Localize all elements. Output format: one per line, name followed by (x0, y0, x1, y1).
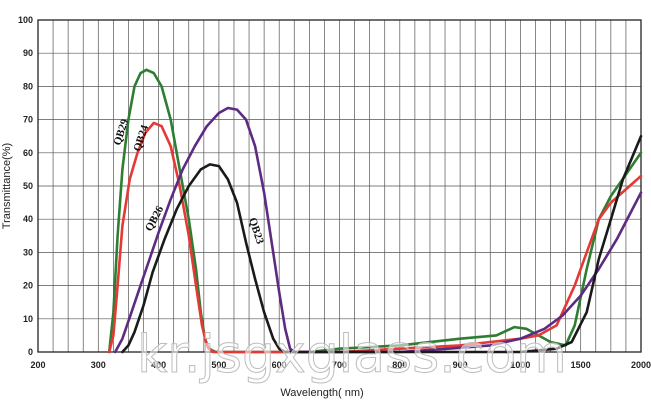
x-tick-label: 1000 (510, 360, 530, 370)
series-layer (107, 68, 643, 354)
x-tick-label: 500 (211, 360, 226, 370)
y-tick-label: 60 (23, 148, 33, 158)
x-tick-label: 1500 (571, 360, 591, 370)
y-tick-label: 10 (23, 314, 33, 324)
x-tick-label: 800 (392, 360, 407, 370)
x-tick-label: 900 (453, 360, 468, 370)
x-tick-label: 600 (272, 360, 287, 370)
y-tick-label: 40 (23, 214, 33, 224)
y-axis-title: Transmittance(%) (1, 143, 13, 229)
x-tick-label: 2000 (631, 360, 651, 370)
grid (37, 19, 642, 353)
y-tick-label: 0 (28, 347, 33, 357)
y-tick-label: 80 (23, 81, 33, 91)
x-tick-label: 200 (30, 360, 45, 370)
watermark: kr.jsgxglass.com (137, 325, 567, 385)
series-line-qb24 (107, 121, 643, 354)
y-tick-labels: 0 10 20 30 40 50 60 70 80 90 100 (18, 15, 33, 357)
series-label-qb24: QB24 (131, 123, 151, 153)
y-tick-label: 70 (23, 115, 33, 125)
x-tick-label: 400 (151, 360, 166, 370)
y-tick-label: 20 (23, 281, 33, 291)
x-tick-labels: 200 300 400 500 600 700 800 900 1000 1500 2000 (30, 360, 651, 370)
series-line-qb26 (113, 106, 643, 354)
series-line-qb23 (121, 134, 643, 354)
y-tick-label: 30 (23, 247, 33, 257)
y-tick-label: 50 (23, 181, 33, 191)
y-tick-label: 100 (18, 15, 33, 25)
x-tick-label: 300 (91, 360, 106, 370)
y-tick-label: 90 (23, 48, 33, 58)
x-axis-title: Wavelength( nm) (280, 387, 363, 399)
x-tick-label: 700 (332, 360, 347, 370)
